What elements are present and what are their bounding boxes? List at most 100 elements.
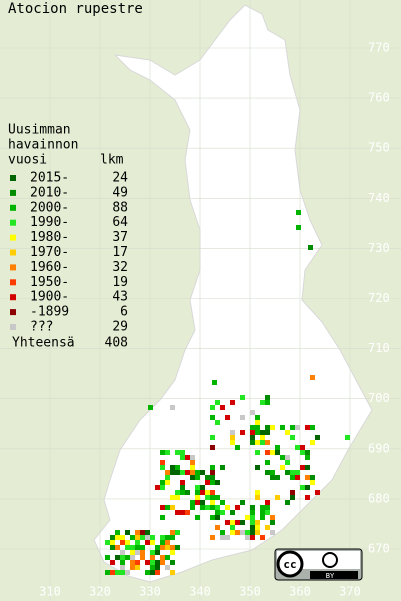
observation-square <box>250 515 255 520</box>
observation-square <box>165 565 170 570</box>
observation-square <box>240 520 245 525</box>
observation-square <box>200 470 205 475</box>
observation-square <box>280 425 285 430</box>
legend-swatch <box>10 204 16 211</box>
grid-label: 320 <box>89 585 111 599</box>
observation-square <box>290 495 295 500</box>
observation-square <box>235 520 240 525</box>
observation-square <box>160 560 165 565</box>
observation-square <box>165 480 170 485</box>
observation-square <box>285 500 290 505</box>
observation-square <box>255 425 260 430</box>
observation-square <box>185 490 190 495</box>
observation-square <box>120 540 125 545</box>
observation-square <box>205 480 210 485</box>
legend-label: -1899 <box>30 305 69 320</box>
observation-square <box>225 520 230 525</box>
observation-square <box>195 490 200 495</box>
observation-square <box>150 570 155 575</box>
legend-label: 1990- <box>30 215 69 230</box>
observation-square <box>150 540 155 545</box>
legend-count: 64 <box>112 215 128 230</box>
observation-square <box>160 535 165 540</box>
legend-column: lkm <box>100 153 124 168</box>
observation-square <box>220 535 225 540</box>
observation-square <box>175 490 180 495</box>
observation-square <box>135 545 140 550</box>
observation-square <box>165 555 170 560</box>
observation-square <box>250 435 255 440</box>
observation-square <box>155 560 160 565</box>
observation-square <box>235 445 240 450</box>
observation-square <box>120 550 125 555</box>
observation-square <box>225 535 230 540</box>
observation-square <box>135 540 140 545</box>
observation-square <box>210 515 215 520</box>
observation-square <box>145 560 150 565</box>
observation-square <box>250 425 255 430</box>
observation-square <box>140 555 145 560</box>
observation-square <box>105 555 110 560</box>
observation-square <box>185 510 190 515</box>
grid-label: 310 <box>39 585 61 599</box>
observation-square <box>205 495 210 500</box>
observation-square <box>260 430 265 435</box>
observation-square <box>210 495 215 500</box>
observation-square <box>140 530 145 535</box>
observation-square <box>115 535 120 540</box>
observation-square <box>160 480 165 485</box>
observation-square <box>270 425 275 430</box>
legend-swatch <box>10 219 16 226</box>
observation-square <box>235 505 240 510</box>
observation-square <box>215 480 220 485</box>
observation-square <box>170 530 175 535</box>
observation-square <box>305 465 310 470</box>
observation-square <box>230 510 235 515</box>
observation-square <box>260 435 265 440</box>
observation-square <box>160 450 165 455</box>
observation-square <box>145 540 150 545</box>
legend-column: vuosi <box>8 153 47 168</box>
map-title: Atocion rupestre <box>8 1 143 17</box>
legend-label: 1960- <box>30 260 69 275</box>
grid-label: 720 <box>368 291 390 305</box>
grid-label: 730 <box>368 241 390 255</box>
legend-swatch <box>10 294 16 301</box>
observation-square <box>295 445 300 450</box>
legend-label: 1970- <box>30 245 69 260</box>
legend-swatch <box>10 309 16 316</box>
observation-square <box>305 425 310 430</box>
observation-square <box>130 550 135 555</box>
observation-square <box>235 530 240 535</box>
observation-square <box>265 505 270 510</box>
observation-square <box>160 460 165 465</box>
observation-square <box>130 545 135 550</box>
observation-square <box>310 475 315 480</box>
grid-label: 350 <box>239 585 261 599</box>
legend-count: 6 <box>120 305 128 320</box>
legend-count: 88 <box>112 200 128 215</box>
observation-square <box>215 510 220 515</box>
observation-square <box>165 505 170 510</box>
observation-square <box>110 540 115 545</box>
observation-square <box>300 485 305 490</box>
cc-circle <box>276 550 304 578</box>
observation-square <box>220 405 225 410</box>
observation-square <box>255 525 260 530</box>
observation-square <box>305 485 310 490</box>
observation-square <box>260 400 265 405</box>
observation-square <box>315 490 320 495</box>
observation-square <box>190 470 195 475</box>
observation-square <box>155 550 160 555</box>
observation-square <box>205 475 210 480</box>
observation-square <box>270 515 275 520</box>
observation-square <box>135 560 140 565</box>
observation-square <box>265 400 270 405</box>
observation-square <box>110 545 115 550</box>
observation-square <box>130 565 135 570</box>
observation-square <box>210 475 215 480</box>
legend-swatch <box>10 249 16 256</box>
observation-square <box>230 430 235 435</box>
observation-square <box>155 565 160 570</box>
